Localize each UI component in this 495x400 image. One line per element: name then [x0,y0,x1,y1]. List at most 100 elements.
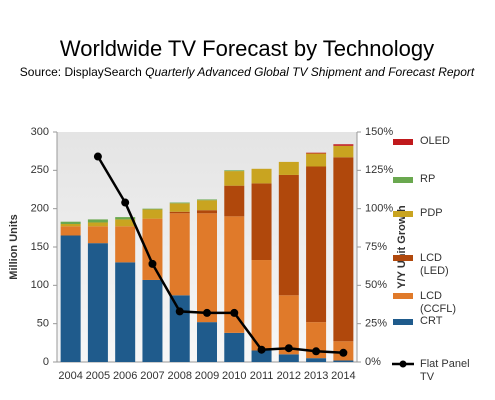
bar-segment [169,203,190,212]
y2-tick-label: 100% [365,203,393,215]
chart-subtitle: Source: DisplaySearch Quarterly Advanced… [20,65,475,79]
legend-swatch [393,319,413,325]
bar-segment [197,210,217,214]
y2-tick-label: 25% [365,318,387,330]
line-marker [121,198,130,207]
legend-swatch [393,177,413,183]
y-tick-label: 0 [43,356,49,368]
bar-segment [224,185,245,217]
bar-segment [87,226,108,244]
bar-segment [115,219,136,227]
legend-label: CRT [420,315,443,327]
legend-swatch [393,139,413,145]
x-tick-label: 2008 [167,370,191,382]
bar-segment [224,171,245,186]
x-tick-label: 2009 [195,370,219,382]
x-tick-label: 2013 [304,370,328,382]
y2-tick-label: 75% [365,241,387,253]
y2-tick-label: 150% [365,126,393,138]
bar-segment [251,168,272,184]
legend-swatch [393,293,413,299]
legend-label: Flat Panel TV [420,358,470,383]
bar-segment [224,216,245,333]
bar-segment [169,213,190,296]
bar-segment [115,226,136,263]
bar-segment [306,166,327,323]
line-series [96,155,344,355]
bar-segment [197,322,217,362]
bar-segment [197,200,217,211]
bar-segment [333,145,354,158]
bar-segment [333,157,354,342]
y-tick-label: 300 [31,126,49,138]
bar-segment [197,199,217,201]
bar-segment [251,350,272,362]
bar-segment [142,279,163,362]
legend-label: LCD (LED) [420,252,449,277]
bar-segment [87,219,108,223]
bar-segment [60,221,81,224]
bar-segment [306,358,327,362]
legend-swatch [393,211,413,217]
y-tick-label: 100 [31,279,49,291]
bar-segment [306,322,327,359]
y-tick-label: 200 [31,203,49,215]
source-label: Source: DisplaySearch [20,65,142,79]
y-tick-label: 250 [31,164,49,176]
legend-label: OLED [420,135,450,147]
x-tick-label: 2004 [58,370,82,382]
bar-segment [306,153,327,167]
bar-segment [87,243,108,362]
line-marker [93,152,102,161]
legend-label: PDP [420,207,443,219]
bar-segment [278,354,299,362]
chart-title: Worldwide TV Forecast by Technology [60,36,434,61]
x-tick-label: 2011 [250,370,274,382]
bar-segment [224,332,245,362]
line-marker [339,348,348,357]
line-marker [175,307,184,316]
source-report: Quarterly Advanced Global TV Shipment an… [145,65,475,79]
y2-tick-label: 50% [365,279,387,291]
y2-tick-label: 0% [365,356,381,368]
line-marker [148,259,157,268]
line-marker [257,345,266,354]
y-axis-label: Million Units [8,214,20,279]
bar-segment [142,209,163,219]
legend-label: RP [420,173,436,185]
line-marker [284,344,293,353]
y2-tick-label: 125% [365,164,393,176]
bar-segment [60,224,81,227]
legend-marker [399,360,407,368]
bar-segment [251,260,272,351]
bar-segment [278,295,299,355]
x-tick-label: 2010 [222,370,246,382]
y-tick-label: 50 [37,318,49,330]
bar-segment [115,217,136,220]
x-tick-label: 2005 [86,370,110,382]
bar-segment [142,208,163,210]
bar-segment [87,222,108,227]
y2-axis-label: Y/Y Unit Growth [396,205,408,289]
bar-segment [60,226,81,236]
bar-segment [306,152,327,154]
bar-segment [333,144,354,146]
x-tick-label: 2007 [140,370,164,382]
bar-segment [251,183,272,261]
bar-segment [169,295,190,362]
bar-segment [224,170,245,172]
bar-segment [169,202,190,204]
y-tick-label: 150 [31,241,49,253]
bar-segment [278,174,299,296]
x-tick-label: 2006 [113,370,137,382]
line-marker [312,347,321,356]
legend-label: LCD (CCFL) [420,290,457,315]
line-marker [203,308,211,317]
bar-segment [60,235,81,362]
bar-segment [115,262,136,362]
legend-swatch [393,255,413,261]
line-marker [230,308,239,317]
bar-segment [333,360,354,362]
